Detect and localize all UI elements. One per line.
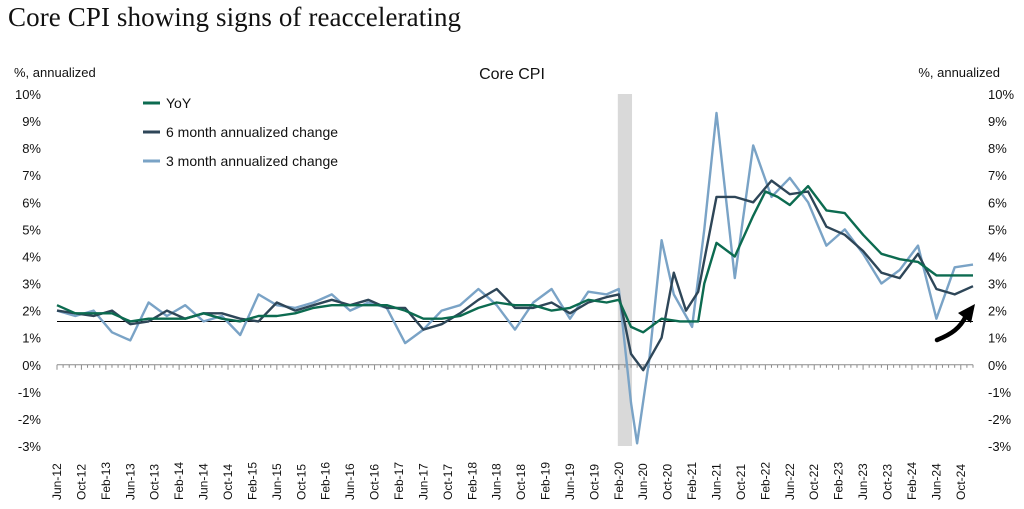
y-tick-label-left: -2% bbox=[18, 412, 42, 427]
slide-headline: Core CPI showing signs of reaccelerating bbox=[8, 2, 462, 32]
series-line bbox=[56, 184, 973, 334]
y-tick-label-right: -3% bbox=[988, 439, 1012, 454]
x-tick-label: Oct-17 bbox=[441, 464, 455, 500]
y-tick-label-right: 1% bbox=[988, 331, 1007, 346]
x-tick-label: Feb-19 bbox=[539, 462, 553, 500]
y-tick-label-right: 3% bbox=[988, 277, 1007, 292]
y-tick-label-right: 2% bbox=[988, 304, 1007, 319]
x-tick-label: Jun-17 bbox=[416, 463, 430, 500]
x-tick-label: Oct-21 bbox=[734, 464, 748, 500]
legend-label: 3 month annualized change bbox=[166, 153, 338, 169]
x-tick-label: Oct-23 bbox=[881, 464, 895, 500]
arrow-head bbox=[958, 304, 975, 323]
series-line bbox=[56, 179, 974, 372]
x-tick-label: Jun-15 bbox=[270, 463, 284, 500]
x-tick-label: Feb-23 bbox=[832, 462, 846, 500]
x-tick-label: Jun-19 bbox=[563, 463, 577, 500]
y-tick-label-left: 6% bbox=[22, 195, 41, 210]
x-tick-label: Oct-12 bbox=[74, 464, 88, 500]
y-tick-label-right: 6% bbox=[988, 195, 1007, 210]
x-tick-label: Oct-13 bbox=[148, 464, 162, 500]
x-tick-label: Feb-16 bbox=[319, 462, 333, 500]
y-tick-label-right: 5% bbox=[988, 222, 1007, 237]
x-tick-label: Oct-15 bbox=[294, 464, 308, 500]
y-tick-label-left: 10% bbox=[15, 87, 41, 102]
y-tick-label-right: 0% bbox=[988, 358, 1007, 373]
x-tick-label: Feb-18 bbox=[465, 462, 479, 500]
x-tick-label: Feb-17 bbox=[392, 462, 406, 500]
x-tick-label: Oct-24 bbox=[954, 464, 968, 500]
y-tick-label-left: -1% bbox=[18, 385, 42, 400]
y-tick-label-left: 9% bbox=[22, 114, 41, 129]
x-tick-label: Oct-14 bbox=[221, 464, 235, 500]
reacceleration-arrow bbox=[934, 304, 975, 343]
x-tick-label: Jun-14 bbox=[197, 463, 211, 500]
y-tick-label-left: -3% bbox=[18, 439, 42, 454]
legend-label: 6 month annualized change bbox=[166, 124, 338, 140]
x-tick-label: Jun-20 bbox=[636, 463, 650, 500]
x-tick-label: Feb-13 bbox=[99, 462, 113, 500]
chart-title: Core CPI bbox=[479, 66, 545, 83]
x-tick-label: Oct-19 bbox=[587, 464, 601, 500]
shaded-period bbox=[617, 94, 633, 446]
x-tick-label: Jun-13 bbox=[123, 463, 137, 500]
y-tick-label-left: 7% bbox=[22, 168, 41, 183]
x-tick-label: Oct-16 bbox=[368, 464, 382, 500]
x-tick-label: Jun-23 bbox=[856, 463, 870, 500]
y-tick-label-left: 1% bbox=[22, 331, 41, 346]
left-axis-unit: %, annualized bbox=[14, 65, 96, 80]
x-tick-label: Oct-20 bbox=[661, 464, 675, 500]
x-tick-label: Oct-18 bbox=[514, 464, 528, 500]
y-tick-label-left: 2% bbox=[22, 304, 41, 319]
x-tick-label: Feb-20 bbox=[612, 462, 626, 500]
x-tick-label: Jun-18 bbox=[490, 463, 504, 500]
y-tick-label-right: 4% bbox=[988, 249, 1007, 264]
x-tick-label: Jun-12 bbox=[50, 463, 64, 500]
y-tick-label-left: 4% bbox=[22, 249, 41, 264]
y-tick-label-left: 8% bbox=[22, 141, 41, 156]
x-tick-label: Feb-14 bbox=[172, 462, 186, 500]
y-tick-label-right: 9% bbox=[988, 114, 1007, 129]
y-tick-label-right: -2% bbox=[988, 412, 1012, 427]
y-tick-label-right: 8% bbox=[988, 141, 1007, 156]
x-tick-label: Jun-16 bbox=[343, 463, 357, 500]
x-tick-label: Oct-22 bbox=[807, 464, 821, 500]
legend-label: YoY bbox=[166, 95, 192, 111]
right-axis-unit: %, annualized bbox=[918, 65, 1000, 80]
x-tick-label: Jun-22 bbox=[783, 463, 797, 500]
y-tick-label-left: 3% bbox=[22, 277, 41, 292]
y-tick-label-right: 7% bbox=[988, 168, 1007, 183]
x-tick-label: Feb-15 bbox=[245, 462, 259, 500]
x-tick-label: Feb-21 bbox=[685, 462, 699, 500]
arrow-shaft bbox=[934, 313, 969, 343]
y-tick-label-right: 10% bbox=[988, 87, 1014, 102]
y-tick-label-left: 0% bbox=[22, 358, 41, 373]
x-tick-label: Jun-21 bbox=[710, 463, 724, 500]
x-tick-label: Jun-24 bbox=[929, 463, 943, 500]
x-tick-label: Feb-22 bbox=[758, 462, 772, 500]
y-tick-label-left: 5% bbox=[22, 222, 41, 237]
y-tick-label-right: -1% bbox=[988, 385, 1012, 400]
x-tick-label: Feb-24 bbox=[905, 462, 919, 500]
